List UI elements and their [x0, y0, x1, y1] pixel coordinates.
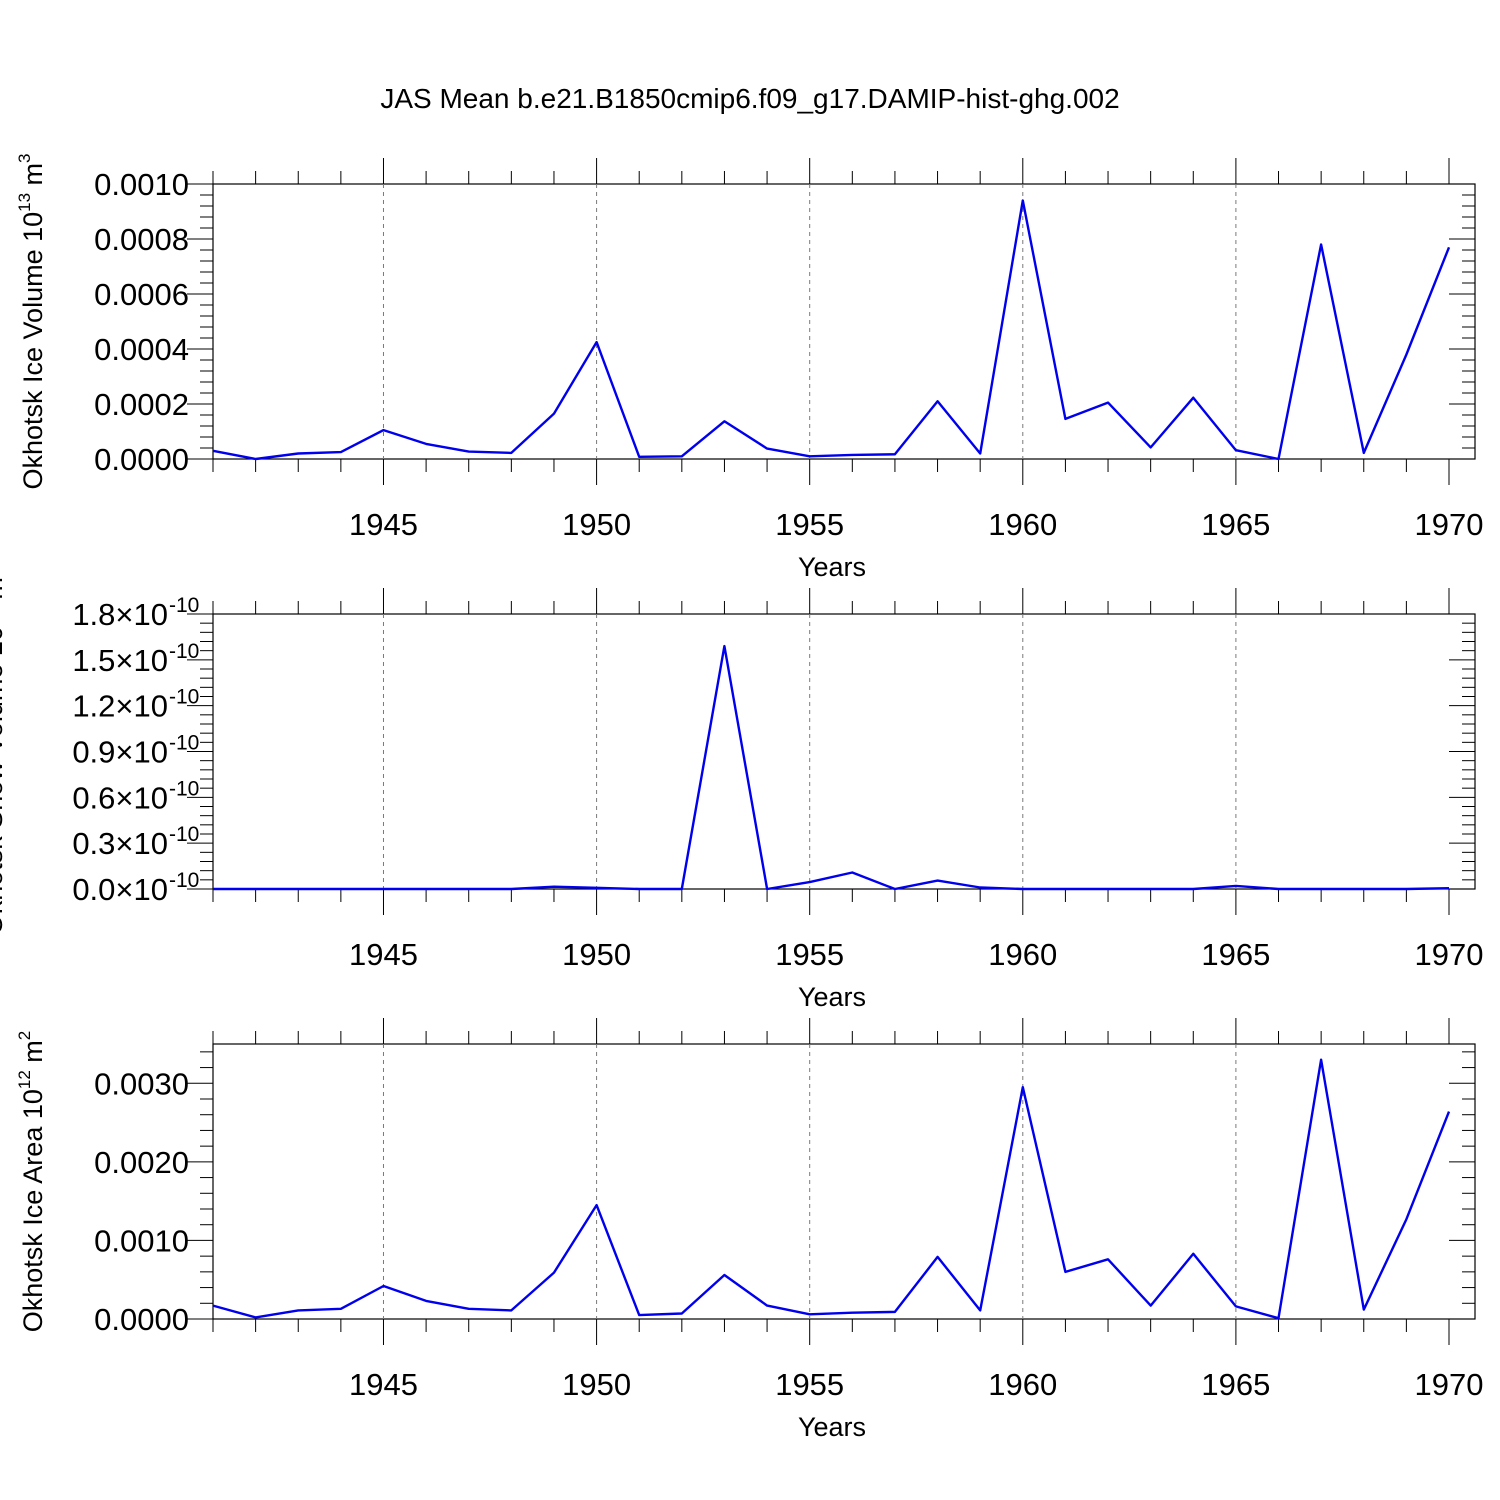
- x-tick-label: 1955: [775, 507, 844, 542]
- x-tick-label: 1950: [562, 1367, 631, 1402]
- x-tick-label: 1970: [1415, 507, 1484, 542]
- plot-frame: [212, 1043, 1476, 1320]
- x-tick-label: 1945: [349, 507, 418, 542]
- x-tick-label: 1965: [1201, 1367, 1270, 1402]
- x-tick-label: 1945: [349, 1367, 418, 1402]
- x-tick-label: 1970: [1415, 1367, 1484, 1402]
- y-tick-exponent: -10: [169, 823, 199, 846]
- y-tick-exponent: -10: [169, 594, 199, 617]
- x-tick-label: 1960: [988, 937, 1057, 972]
- y-tick-label: 1.5×10: [72, 643, 168, 678]
- plot-frame: [212, 183, 1476, 460]
- y-tick-label: 0.0008: [94, 222, 189, 257]
- ice-volume-panel: 1945 1950 1955 1960 1965 1970 0.0000 0.0002 0.00…: [15, 153, 1483, 582]
- y-tick-label: 0.0030: [94, 1066, 189, 1101]
- plot-frame: [212, 613, 1476, 890]
- y-tick-label: 0.3×10: [72, 826, 168, 861]
- x-axis-title: Years: [798, 1412, 866, 1442]
- y-tick-exponent: -10: [169, 777, 199, 800]
- y-axis-title: Okhotsk Ice Area 1012 m2: [15, 1031, 48, 1333]
- x-tick-label: 1955: [775, 1367, 844, 1402]
- y-tick-label: 0.0010: [94, 1223, 189, 1258]
- y-tick-label: 0.0000: [94, 442, 189, 477]
- ice-area-panel: 1945 1950 1955 1960 1965 1970 0.0000 0.0010 0.00…: [15, 1018, 1483, 1442]
- y-tick-label: 0.0000: [94, 1302, 189, 1337]
- y-tick-label: 0.0004: [94, 332, 189, 367]
- x-tick-label: 1960: [988, 1367, 1057, 1402]
- x-tick-label: 1965: [1201, 507, 1270, 542]
- y-tick-label: 0.0002: [94, 387, 189, 422]
- y-tick-label: 0.0006: [94, 277, 189, 312]
- y-tick-label: 1.8×10: [72, 597, 168, 632]
- figure-title: JAS Mean b.e21.B1850cmip6.f09_g17.DAMIP-…: [380, 83, 1119, 114]
- x-tick-label: 1960: [988, 507, 1057, 542]
- x-tick-label: 1945: [349, 937, 418, 972]
- series-line: [212, 199, 1451, 461]
- y-tick-exponent: -10: [169, 732, 199, 755]
- series-line: [212, 1058, 1451, 1320]
- series-line: [213, 644, 1450, 891]
- x-axis-title: Years: [798, 552, 866, 582]
- x-axis-title: Years: [798, 982, 866, 1012]
- y-tick-exponent: -10: [169, 686, 199, 709]
- y-tick-exponent: -10: [169, 640, 199, 663]
- x-tick-label: 1950: [562, 937, 631, 972]
- y-axis-title: Okhotsk Ice Volume 1013 m3: [15, 153, 48, 489]
- y-tick-label: 0.6×10: [72, 780, 168, 815]
- y-tick-label: 0.0×10: [72, 872, 168, 907]
- x-tick-label: 1965: [1201, 937, 1270, 972]
- y-tick-label: 0.0020: [94, 1145, 189, 1180]
- y-tick-label: 0.9×10: [72, 735, 168, 770]
- y-tick-label: 0.0010: [94, 167, 189, 202]
- y-tick-exponent: -10: [169, 869, 199, 892]
- x-tick-label: 1950: [562, 507, 631, 542]
- x-tick-label: 1970: [1415, 937, 1484, 972]
- x-tick-label: 1955: [775, 937, 844, 972]
- y-tick-label: 1.2×10: [72, 689, 168, 724]
- y-axis-title: Okhotsk Snow Volume 1013 m3: [0, 568, 8, 936]
